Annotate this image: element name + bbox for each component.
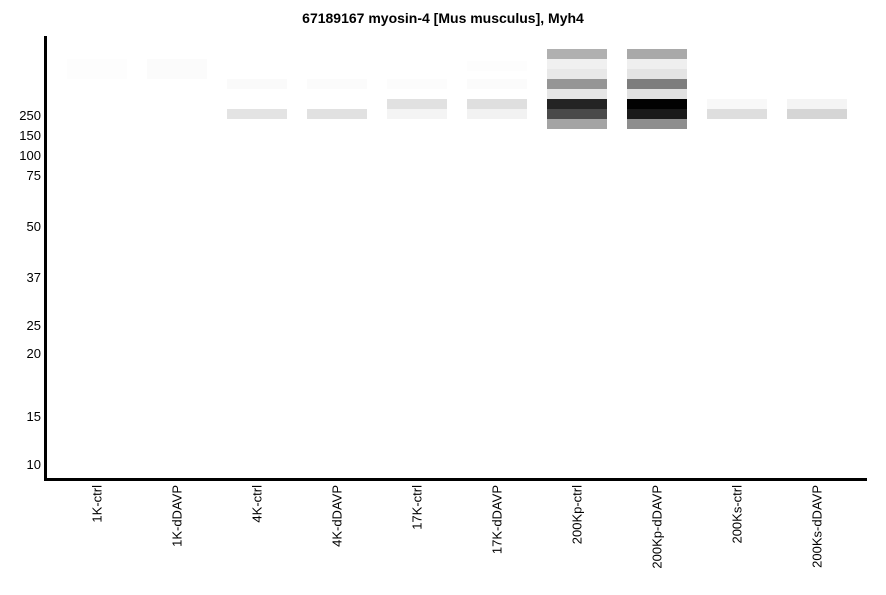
mw-marker-label: 100 xyxy=(19,148,41,163)
mw-marker-label: 25 xyxy=(26,318,41,333)
blot-band xyxy=(547,69,607,79)
blot-band xyxy=(627,69,687,79)
mw-marker-label: 15 xyxy=(26,409,41,424)
blot-band xyxy=(387,109,447,119)
y-axis-line xyxy=(44,36,47,481)
blot-band xyxy=(707,99,767,109)
blot-band xyxy=(547,109,607,119)
blot-band xyxy=(787,109,847,119)
blot-band xyxy=(627,89,687,99)
blot-band xyxy=(787,99,847,109)
blot-band xyxy=(627,59,687,69)
blot-band xyxy=(547,119,607,129)
blot-band xyxy=(627,79,687,89)
blot-band xyxy=(387,99,447,109)
blot-band xyxy=(67,59,127,79)
mw-marker-label: 10 xyxy=(26,457,41,472)
blot-band xyxy=(707,109,767,119)
blot-band xyxy=(307,109,367,119)
mw-marker-label: 20 xyxy=(26,346,41,361)
lane-label: 1K-ctrl xyxy=(89,485,105,523)
blot-band xyxy=(547,59,607,69)
blot-band xyxy=(227,79,287,89)
blot-band xyxy=(147,59,207,79)
blot-band xyxy=(467,61,527,71)
x-axis-line xyxy=(44,478,867,481)
lane-label: 200Kp-ctrl xyxy=(569,485,585,545)
blot-band xyxy=(467,99,527,109)
blot-band xyxy=(547,79,607,89)
mw-marker-label: 37 xyxy=(26,270,41,285)
figure-title: 67189167 myosin-4 [Mus musculus], Myh4 xyxy=(302,10,584,26)
blot-band xyxy=(627,119,687,129)
lane-label: 4K-dDAVP xyxy=(329,485,345,547)
lane-label: 4K-ctrl xyxy=(249,485,265,523)
blot-band xyxy=(627,49,687,59)
mw-marker-label: 250 xyxy=(19,108,41,123)
blot-band xyxy=(387,79,447,89)
mw-marker-label: 75 xyxy=(26,168,41,183)
lane-label: 200Ks-ctrl xyxy=(729,485,745,544)
blot-band xyxy=(627,109,687,119)
blot-band xyxy=(627,99,687,109)
blot-band xyxy=(307,79,367,89)
blot-band xyxy=(547,49,607,59)
blot-band xyxy=(467,109,527,119)
blot-band xyxy=(467,79,527,89)
lane-label: 1K-dDAVP xyxy=(169,485,185,547)
lane-label: 200Kp-dDAVP xyxy=(649,485,665,569)
lane-label: 17K-ctrl xyxy=(409,485,425,530)
blot-band xyxy=(547,99,607,109)
blot-band xyxy=(547,89,607,99)
lane-label: 17K-dDAVP xyxy=(489,485,505,555)
blot-band xyxy=(227,109,287,119)
mw-marker-label: 150 xyxy=(19,128,41,143)
mw-marker-label: 50 xyxy=(26,219,41,234)
lane-label: 200Ks-dDAVP xyxy=(809,485,825,568)
